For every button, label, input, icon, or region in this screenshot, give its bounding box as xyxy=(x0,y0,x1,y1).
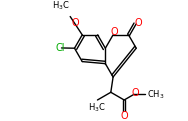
Text: O: O xyxy=(110,27,118,37)
Text: H$_3$C: H$_3$C xyxy=(52,0,69,12)
Text: Cl: Cl xyxy=(56,43,65,53)
Text: O: O xyxy=(134,18,142,28)
Text: O: O xyxy=(120,111,128,121)
Text: H$_3$C: H$_3$C xyxy=(88,102,105,114)
Text: O: O xyxy=(131,88,139,98)
Text: CH$_3$: CH$_3$ xyxy=(147,88,164,101)
Text: O: O xyxy=(71,18,79,27)
